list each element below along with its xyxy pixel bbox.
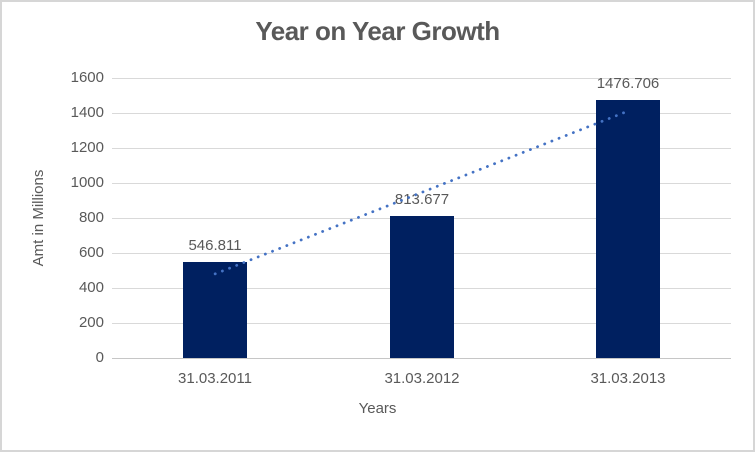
x-tick-label: 31.03.2013 [590, 370, 666, 387]
y-tick-label: 0 [95, 349, 104, 366]
bar [390, 216, 454, 358]
data-label: 813.677 [394, 191, 450, 208]
y-tick-label: 200 [78, 314, 104, 331]
y-tick-label: 600 [78, 244, 104, 261]
gridline [112, 78, 731, 79]
x-tick-label: 31.03.2011 [178, 370, 252, 387]
y-tick-label: 1600 [70, 69, 104, 86]
y-tick-label: 1000 [70, 174, 104, 191]
data-label: 546.811 [188, 237, 242, 254]
x-tick-label: 31.03.2012 [384, 370, 460, 387]
x-axis-line [112, 358, 731, 359]
bar [596, 100, 660, 358]
y-tick-label: 1200 [70, 139, 104, 156]
data-label: 1476.706 [596, 75, 660, 92]
y-tick-label: 1400 [70, 104, 104, 121]
x-axis-title: Years [358, 400, 397, 417]
chart-title: Year on Year Growth [255, 16, 500, 46]
y-tick-label: 400 [78, 279, 104, 296]
bar [183, 262, 247, 358]
y-tick-label: 800 [78, 209, 104, 226]
